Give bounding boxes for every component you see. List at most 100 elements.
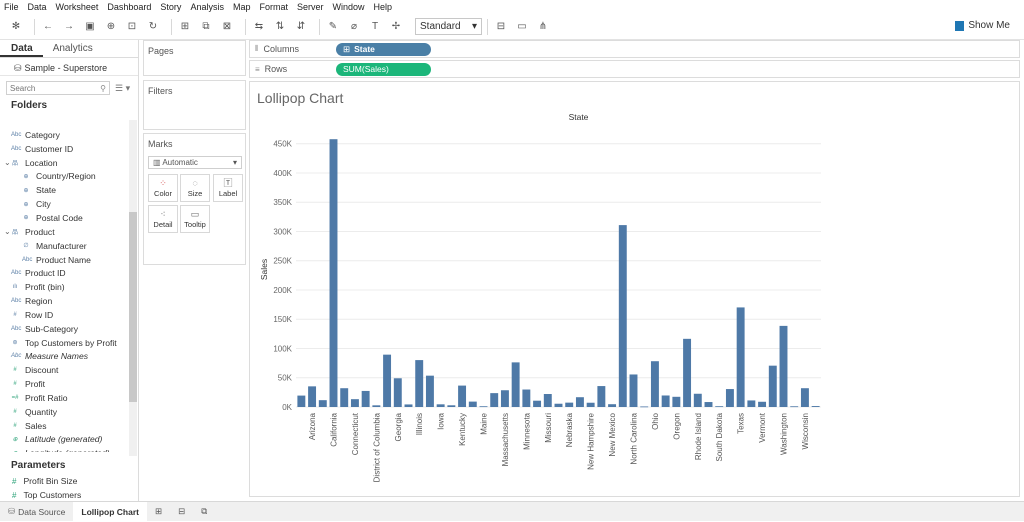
- highlight-icon[interactable]: ✎: [328, 21, 338, 32]
- show-me-label: Show Me: [968, 20, 1010, 31]
- field-item[interactable]: ılı Profit (bin): [0, 280, 127, 294]
- field-item[interactable]: # Discount: [0, 363, 127, 377]
- menu-item[interactable]: File: [4, 2, 19, 12]
- number-field-icon: =#: [11, 394, 19, 401]
- detail-button[interactable]: ⁖ Detail: [148, 205, 178, 233]
- field-item[interactable]: ⌄ 品 Product: [4, 226, 55, 237]
- menu-item[interactable]: Help: [373, 2, 393, 12]
- new-worksheet-icon[interactable]: ⊞: [180, 21, 190, 32]
- show-me-button[interactable]: Show Me: [955, 20, 1010, 31]
- tableau-logo-icon[interactable]: ✻: [11, 21, 21, 32]
- sort-descending-icon[interactable]: ⇵: [296, 21, 306, 32]
- swap-icon[interactable]: ⇆: [254, 21, 264, 32]
- size-button[interactable]: ◌ Size: [180, 174, 210, 202]
- field-item[interactable]: =# Profit Ratio: [0, 391, 127, 405]
- x-tick-label: Oregon: [672, 413, 681, 440]
- field-item[interactable]: Abc Customer ID: [0, 142, 127, 156]
- group-icon[interactable]: ⌀: [350, 21, 358, 32]
- field-item[interactable]: Abc Measure Names: [0, 350, 127, 364]
- columns-shelf[interactable]: ⦀ Columns ⊞ State: [249, 40, 1020, 58]
- field-label: Category: [25, 129, 60, 140]
- fit-mode-value: Standard: [420, 21, 461, 32]
- pin-icon[interactable]: ✢: [391, 21, 401, 32]
- new-data-source-icon[interactable]: ⊕: [106, 21, 116, 32]
- menu-item[interactable]: Server: [296, 2, 324, 12]
- field-item[interactable]: # Sales: [0, 419, 127, 433]
- parameter-item[interactable]: # Top Customers: [12, 490, 81, 500]
- field-item[interactable]: # Quantity: [0, 405, 127, 419]
- data-source-item[interactable]: ⛁ Sample - Superstore: [0, 58, 138, 76]
- data-source-tab[interactable]: ⛁ Data Source: [0, 502, 73, 522]
- text-field-icon: Abc: [11, 270, 22, 277]
- sales-pill[interactable]: SUM(Sales): [336, 62, 431, 76]
- search-input[interactable]: [10, 83, 90, 93]
- share-icon[interactable]: ⋔: [538, 21, 548, 32]
- number-field-icon: #: [13, 311, 17, 318]
- parameter-item[interactable]: # Profit Bin Size: [12, 476, 77, 486]
- x-tick-label: Georgia: [394, 412, 403, 441]
- menu-item[interactable]: Data: [27, 2, 47, 12]
- field-item[interactable]: Abc Product ID: [0, 266, 127, 280]
- field-item[interactable]: ⊕ Latitude (generated): [0, 433, 127, 447]
- tab-analytics[interactable]: Analytics: [52, 43, 93, 54]
- bar: [425, 375, 434, 407]
- menu-item[interactable]: Window: [332, 2, 365, 12]
- menu-item[interactable]: Worksheet: [55, 2, 99, 12]
- new-story-tab-icon[interactable]: ⧉: [201, 506, 208, 516]
- field-item[interactable]: ⊕ Longitude (generated): [0, 446, 127, 452]
- state-pill[interactable]: ⊞ State: [336, 42, 431, 56]
- field-item[interactable]: ⊕ City: [0, 197, 127, 211]
- tab-data[interactable]: Data: [0, 40, 43, 57]
- bar: [318, 400, 327, 407]
- duplicate-sheet-icon[interactable]: ⧉: [202, 21, 210, 32]
- pause-updates-icon[interactable]: ⊡: [127, 21, 137, 32]
- filters-card[interactable]: Filters: [143, 80, 246, 130]
- sort-ascending-icon[interactable]: ⇅: [275, 21, 285, 32]
- field-item[interactable]: ⌄ 品 Location: [4, 157, 58, 168]
- field-item[interactable]: ⊕ State: [0, 183, 127, 197]
- menu-item[interactable]: Map: [232, 2, 251, 12]
- field-item[interactable]: ⊛ Top Customers by Profit: [0, 336, 127, 350]
- menu-item[interactable]: Dashboard: [107, 2, 152, 12]
- number-icon: #: [12, 490, 17, 500]
- x-tick-label: Washington: [780, 413, 789, 455]
- menu-item[interactable]: Format: [259, 2, 288, 12]
- fit-width-icon[interactable]: ⊟: [496, 21, 506, 32]
- scrollbar-thumb[interactable]: [129, 212, 137, 402]
- undo-icon[interactable]: ←: [43, 21, 53, 32]
- bar-chart-icon: ▥: [153, 158, 163, 167]
- x-tick-label: New Hampshire: [587, 412, 596, 469]
- field-item[interactable]: ⊕ Country/Region: [0, 170, 127, 184]
- field-item[interactable]: ⊕ Postal Code: [0, 211, 127, 225]
- mark-type-select[interactable]: ▥ Automatic ▾: [148, 156, 242, 169]
- redo-icon[interactable]: →: [64, 21, 74, 32]
- color-button[interactable]: ⁘ Color: [148, 174, 178, 202]
- label-button[interactable]: 🅃 Label: [213, 174, 243, 202]
- field-list-scrollbar[interactable]: [129, 120, 137, 456]
- rows-shelf[interactable]: ≡ Rows SUM(Sales): [249, 60, 1020, 78]
- menu-item[interactable]: Story: [160, 2, 182, 12]
- labels-icon[interactable]: T: [371, 21, 379, 32]
- field-item[interactable]: # Profit: [0, 377, 127, 391]
- clear-sheet-icon[interactable]: ⊠: [222, 21, 232, 32]
- field-label: Postal Code: [36, 212, 83, 223]
- field-item[interactable]: # Row ID: [0, 308, 127, 322]
- new-dashboard-tab-icon[interactable]: ⊟: [178, 506, 186, 516]
- field-item[interactable]: Abc Sub-Category: [0, 322, 127, 336]
- new-worksheet-tab-icon[interactable]: ⊞: [154, 506, 163, 516]
- presentation-icon[interactable]: ▭: [517, 21, 527, 32]
- sheet-title[interactable]: Lollipop Chart: [257, 90, 344, 106]
- field-item[interactable]: Abc Region: [0, 294, 127, 308]
- menu-item[interactable]: Analysis: [190, 2, 224, 12]
- sheet-tab-lollipop[interactable]: Lollipop Chart: [73, 501, 147, 522]
- field-item[interactable]: Abc Product Name: [0, 253, 127, 267]
- search-icon[interactable]: ⚲: [100, 83, 106, 93]
- view-toggle-icon[interactable]: ☰ ▾: [115, 82, 131, 93]
- fit-mode-select[interactable]: Standard ▾: [415, 18, 482, 35]
- field-item[interactable]: Abc Category: [0, 128, 127, 142]
- save-icon[interactable]: ▣: [85, 21, 95, 32]
- pages-card[interactable]: Pages: [143, 40, 246, 76]
- refresh-icon[interactable]: ↻: [148, 21, 158, 32]
- tooltip-button[interactable]: ▭ Tooltip: [180, 205, 210, 233]
- field-item[interactable]: ∅ Manufacturer: [0, 239, 127, 253]
